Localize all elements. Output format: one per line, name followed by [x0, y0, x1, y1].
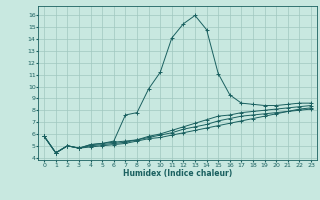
- X-axis label: Humidex (Indice chaleur): Humidex (Indice chaleur): [123, 169, 232, 178]
